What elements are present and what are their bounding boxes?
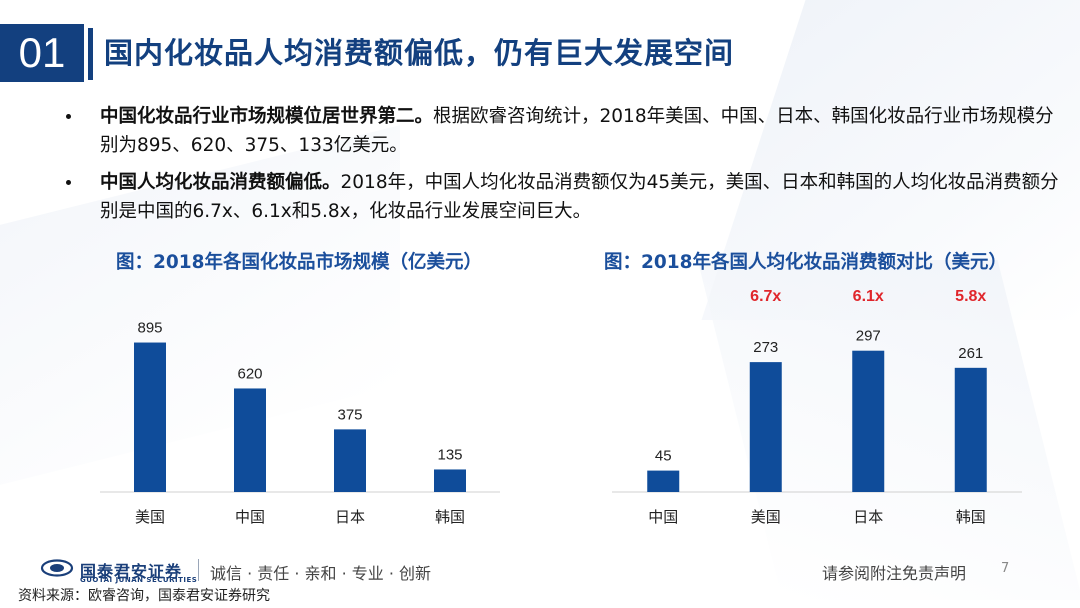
category-label: 中国 [235, 508, 265, 526]
page-number: 7 [1001, 561, 1010, 576]
bullet-dot-icon [66, 114, 71, 119]
bullet-item: 中国人均化妆品消费额偏低。2018年，中国人均化妆品消费额仅为45美元，美国、日… [60, 168, 1060, 226]
company-logo-text: 国泰君安证券 [80, 562, 183, 581]
bullet-dot-icon [66, 180, 71, 185]
bar [749, 362, 782, 492]
bar-value-label: 273 [753, 339, 778, 356]
bullet-body: 2018年，中国人均化妆品消费额仅为45美元，美国、日本和韩国的人均化妆品消费额… [100, 172, 1059, 222]
bullet-heading: 中国化妆品行业市场规模位居世界第二。 [100, 106, 434, 127]
bar-value-label: 45 [655, 448, 672, 465]
bar [234, 388, 266, 492]
bullet-heading: 中国人均化妆品消费额偏低。 [100, 172, 341, 193]
multiple-annotation: 6.7x [750, 288, 781, 305]
bar [852, 350, 885, 492]
bullet-body: 根据欧睿咨询统计，2018年美国、中国、日本、韩国化妆品行业市场规模分别为895… [100, 106, 1054, 156]
category-label: 日本 [335, 508, 365, 526]
multiple-annotation: 5.8x [955, 288, 986, 305]
bar [334, 429, 366, 492]
company-logo-icon [40, 559, 74, 577]
bar [954, 367, 987, 492]
category-label: 美国 [751, 508, 781, 526]
bar-value-label: 135 [437, 446, 462, 463]
category-label: 韩国 [956, 508, 986, 526]
category-label: 韩国 [435, 508, 465, 526]
footer-divider [198, 559, 199, 581]
market-size-bar-chart: 895 美国 620 中国 375 日本 135 韩国 [100, 320, 500, 526]
page-title: 国内化妆品人均消费额偏低，仍有巨大发展空间 [104, 36, 735, 70]
per-capita-bar-chart: 45 中国 273 美国 6.7x 297 日本 6.1x 261 韩国 5.8x [612, 288, 1022, 526]
bar-value-label: 375 [337, 406, 362, 423]
bar [434, 469, 466, 492]
bullet-item: 中国化妆品行业市场规模位居世界第二。根据欧睿咨询统计，2018年美国、中国、日本… [60, 102, 1060, 160]
category-label: 中国 [648, 508, 678, 526]
chart-title-market-size: 图：2018年各国化妆品市场规模（亿美元） [116, 252, 482, 273]
data-source: 资料来源：欧睿咨询，国泰君安证券研究 [18, 588, 270, 604]
chart-title-per-capita: 图：2018年各国人均化妆品消费额对比（美元） [604, 252, 1007, 273]
section-number: 01 [0, 24, 84, 82]
bar-value-label: 895 [137, 320, 162, 337]
company-logo-english: GUOTAI JUNAN SECURITIES [80, 576, 198, 584]
bar [134, 342, 166, 492]
category-label: 美国 [135, 508, 165, 526]
bar-value-label: 261 [958, 345, 983, 362]
multiple-annotation: 6.1x [853, 288, 884, 305]
bar-value-label: 620 [237, 365, 262, 382]
category-label: 日本 [853, 508, 883, 526]
title-accent-bar [88, 28, 93, 80]
company-slogan: 诚信 · 责任 · 亲和 · 专业 · 创新 [210, 564, 432, 583]
bar-value-label: 297 [856, 328, 881, 345]
bullet-list: 中国化妆品行业市场规模位居世界第二。根据欧睿咨询统计，2018年美国、中国、日本… [60, 102, 1060, 234]
disclaimer-note: 请参阅附注免责声明 [822, 564, 967, 583]
bar [647, 470, 680, 492]
